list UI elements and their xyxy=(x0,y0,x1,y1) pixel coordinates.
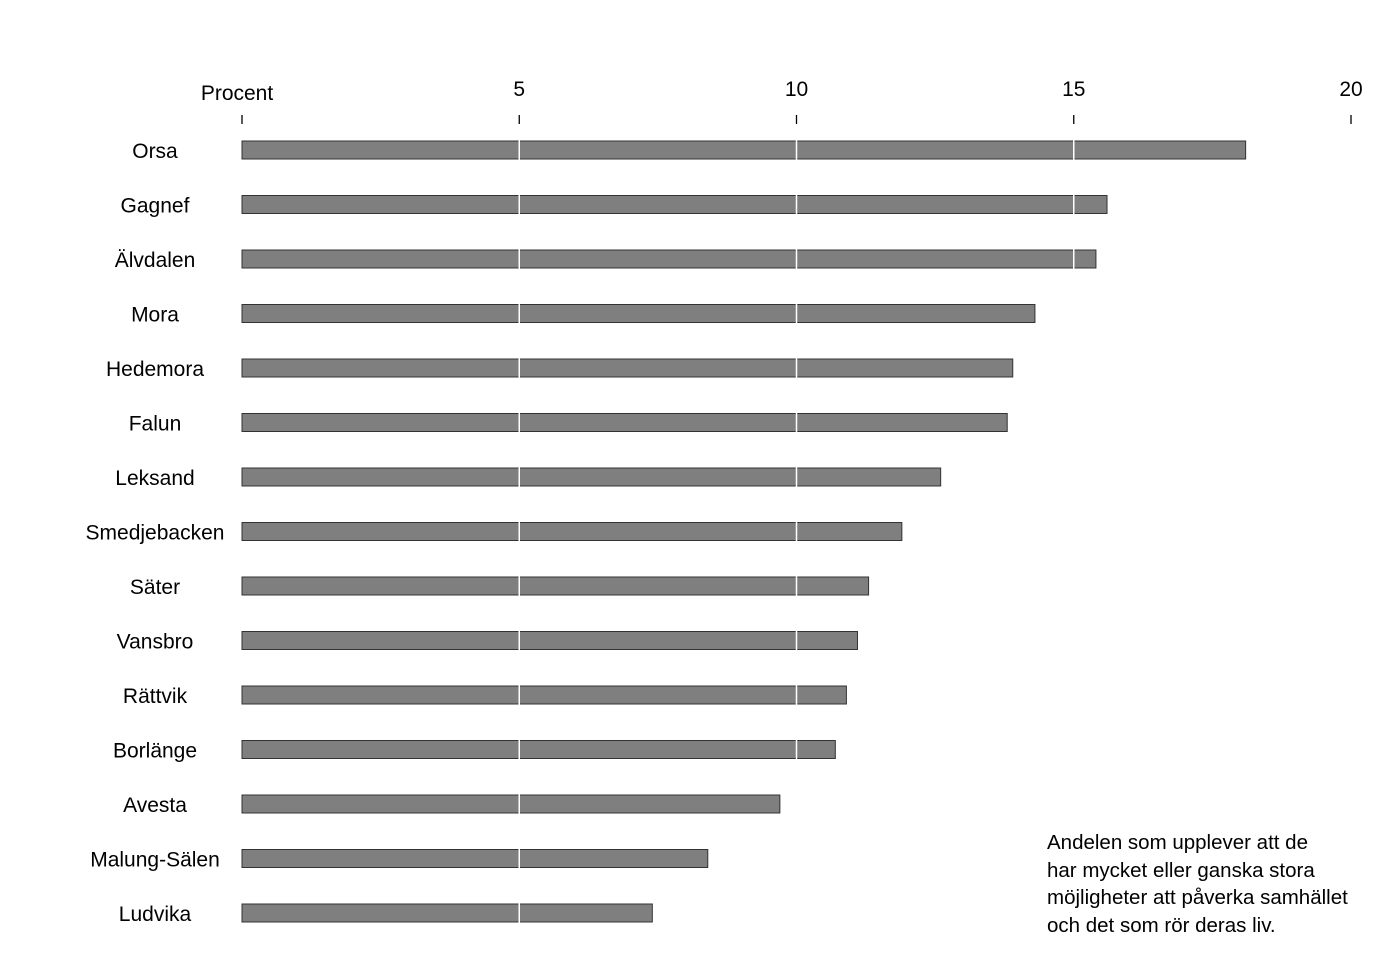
x-axis-ticks: 5 10 15 20 xyxy=(241,78,1363,124)
category-label: Rättvik xyxy=(123,685,188,708)
x-tick-label: 5 xyxy=(513,78,525,101)
bar-mora xyxy=(241,304,1036,323)
bar-gagnef xyxy=(241,195,1108,214)
category-label: Avesta xyxy=(123,794,187,817)
bar-leksand xyxy=(241,467,942,487)
bar-malung-sälen xyxy=(241,849,709,868)
bar-avesta xyxy=(241,794,781,814)
bars xyxy=(241,140,1247,923)
bar-orsa xyxy=(241,140,1247,160)
bar-ludvika xyxy=(241,903,653,923)
category-label: Orsa xyxy=(132,140,178,163)
bar-borlänge xyxy=(241,740,836,759)
category-label: Hedemora xyxy=(106,358,204,381)
bar-älvdalen xyxy=(241,249,1097,269)
bar-säter xyxy=(241,576,870,596)
bar-falun xyxy=(241,413,1008,432)
bar-hedemora xyxy=(241,358,1014,378)
category-label: Vansbro xyxy=(117,631,194,654)
category-label: Säter xyxy=(130,576,180,599)
x-tick-label: 10 xyxy=(785,78,808,101)
axis-unit-label: Procent xyxy=(201,82,274,105)
category-label: Ludvika xyxy=(119,903,192,926)
bar-smedjebacken xyxy=(241,522,903,541)
gridlines xyxy=(518,139,1075,924)
category-label: Falun xyxy=(129,413,182,436)
category-label: Gagnef xyxy=(121,195,190,218)
x-tick-label: 15 xyxy=(1062,78,1085,101)
x-tick-label: 20 xyxy=(1339,78,1362,101)
chart-annotation: Andelen som upplever att de har mycket e… xyxy=(1047,831,1348,937)
category-label: Smedjebacken xyxy=(86,522,225,545)
category-label: Borlänge xyxy=(113,740,197,763)
category-label: Älvdalen xyxy=(115,249,196,272)
category-labels: Orsa Gagnef Älvdalen Mora Hedemora Falun Leksa… xyxy=(86,140,225,926)
category-label: Mora xyxy=(131,304,179,327)
category-label: Leksand xyxy=(115,467,194,490)
bar-vansbro xyxy=(241,631,858,650)
bar-rättvik xyxy=(241,685,847,705)
category-label: Malung-Sälen xyxy=(90,849,220,872)
